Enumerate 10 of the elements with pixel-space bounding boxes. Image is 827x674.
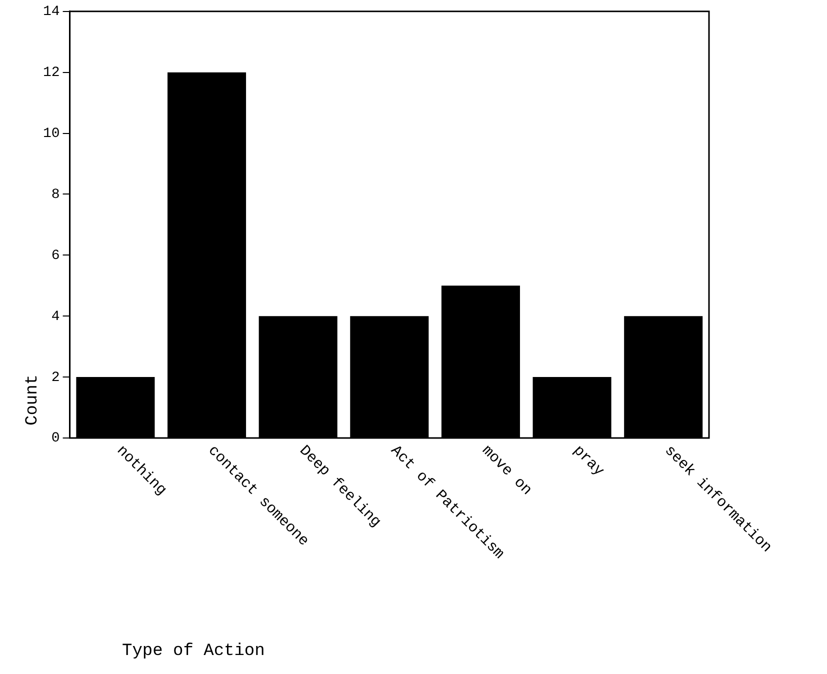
y-tick-label: 10	[42, 126, 60, 142]
y-tick-label: 0	[51, 430, 60, 447]
y-tick-label: 12	[42, 65, 60, 82]
y-tick-label: 6	[51, 248, 60, 264]
x-axis-title: Type of Action	[122, 642, 265, 661]
y-tick-label: 2	[51, 370, 60, 386]
y-tick-label: 8	[51, 186, 60, 203]
y-axis-title: Count	[24, 374, 42, 426]
y-tick-label: 14	[42, 4, 60, 20]
y-tick-label: 4	[51, 308, 60, 325]
